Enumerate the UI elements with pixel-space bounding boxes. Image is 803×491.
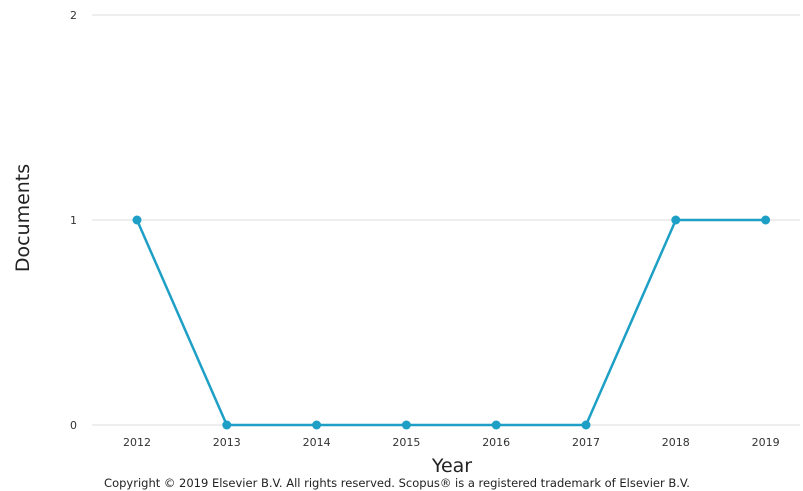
data-point-2019[interactable] [761, 215, 771, 225]
y-tick-0: 0 [70, 419, 77, 432]
data-point-2014[interactable] [312, 420, 322, 430]
y-tick-1: 1 [70, 214, 77, 227]
data-point-2018[interactable] [671, 215, 681, 225]
x-tick-2013: 2013 [213, 436, 241, 449]
x-tick-2012: 2012 [123, 436, 151, 449]
y-tick-labels: 0 1 2 [70, 9, 77, 432]
x-tick-labels: 2012 2013 2014 2015 2016 2017 2018 2019 [123, 436, 780, 449]
copyright-notice: Copyright © 2019 Elsevier B.V. All right… [104, 476, 690, 490]
data-point-2012[interactable] [132, 215, 142, 225]
series-line [135, 218, 766, 427]
data-point-2013[interactable] [222, 420, 232, 430]
x-tick-2017: 2017 [572, 436, 600, 449]
x-tick-2016: 2016 [482, 436, 510, 449]
data-point-2015[interactable] [401, 420, 411, 430]
x-tick-2014: 2014 [303, 436, 331, 449]
x-axis-title: Year [431, 455, 472, 477]
x-tick-2019: 2019 [752, 436, 780, 449]
x-tick-2018: 2018 [662, 436, 690, 449]
y-axis-title: Documents [12, 164, 34, 272]
series-group [132, 215, 771, 430]
x-tick-2015: 2015 [392, 436, 420, 449]
data-point-2016[interactable] [491, 420, 501, 430]
y-tick-2: 2 [70, 9, 77, 22]
data-point-2017[interactable] [581, 420, 591, 430]
